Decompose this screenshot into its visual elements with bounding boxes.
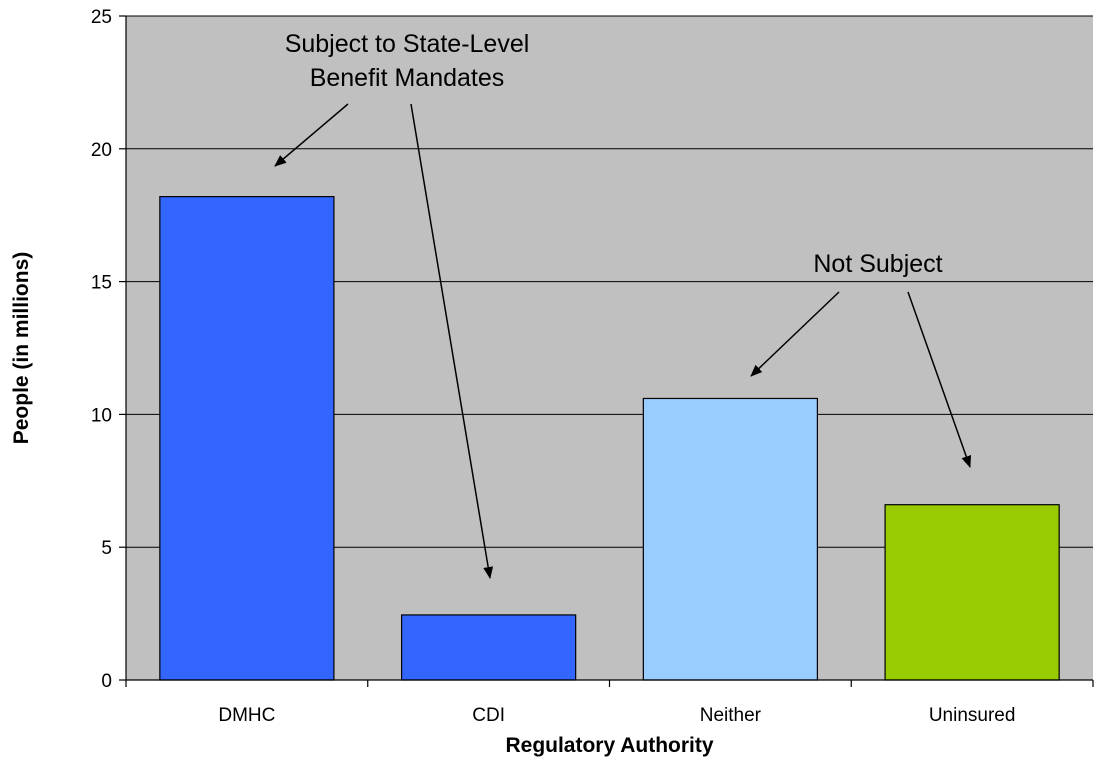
annotations: Subject to State-Level Benefit Mandates No… <box>274 30 972 579</box>
y-tick-label: 15 <box>91 273 112 294</box>
y-tick-label: 10 <box>91 405 112 426</box>
bar-neither <box>642 397 819 681</box>
y-tick-label: 25 <box>91 7 112 28</box>
axes <box>119 15 1094 687</box>
annotation-arrow <box>410 103 494 579</box>
annotation-arrow <box>750 291 840 377</box>
x-tick-label: Uninsured <box>929 705 1016 726</box>
x-tick-label: DMHC <box>218 705 275 726</box>
annotation-text: Not Subject <box>813 250 942 278</box>
annotation-arrow <box>274 103 349 167</box>
x-axis-title: Regulatory Authority <box>505 734 713 757</box>
bars <box>159 196 1060 681</box>
y-tick-label: 20 <box>91 140 112 161</box>
x-tick-label: Neither <box>700 705 762 726</box>
x-tick-label: CDI <box>472 705 505 726</box>
tick-labels: 0 5 10 15 20 25 DMHC CDI Neither Uninsured <box>91 7 1016 726</box>
annotation-text: Subject to State-Level <box>285 30 530 58</box>
bar-cdi <box>400 614 577 681</box>
bar-uninsured <box>884 504 1060 681</box>
y-tick-label: 5 <box>101 538 112 559</box>
annotation-arrow <box>907 291 972 468</box>
y-tick-label: 0 <box>101 671 112 692</box>
annotation-text: Benefit Mandates <box>310 64 505 92</box>
y-axis-title: People (in millions) <box>10 252 33 445</box>
bar-dmhc <box>159 196 335 681</box>
